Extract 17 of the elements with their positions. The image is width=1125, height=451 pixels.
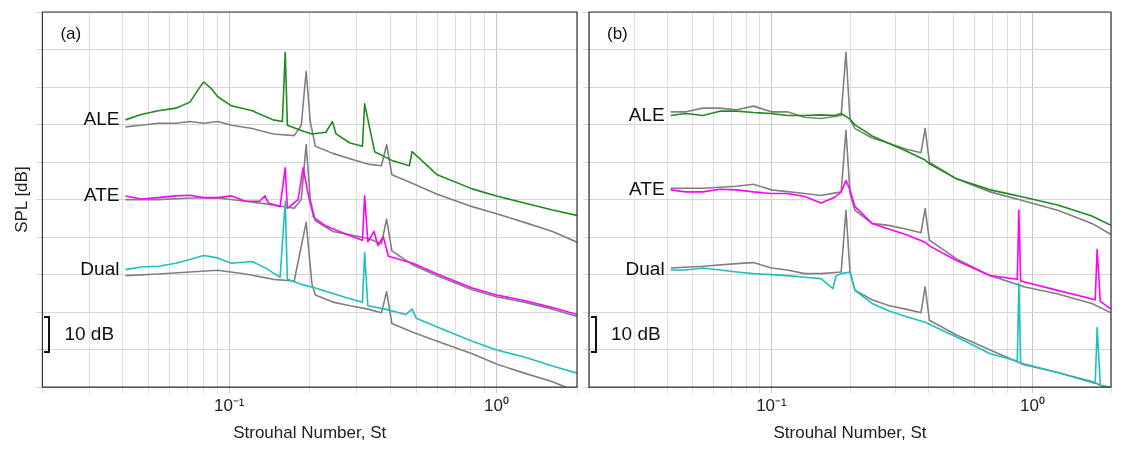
series-label: ALE	[628, 103, 665, 125]
annotation: 10 dB	[611, 322, 661, 344]
x-tick-label: 10⁻¹	[213, 396, 245, 416]
text: (a)	[60, 23, 82, 43]
x-tick-label: 10⁰	[1019, 396, 1045, 416]
x-tick-label: 10⁰	[484, 396, 509, 416]
x-axis-title: Strouhal Number, St	[233, 423, 387, 443]
y-axis-title: SPL [dB]	[11, 166, 31, 233]
x-axis-title: Strouhal Number, St	[773, 423, 927, 443]
text: (b)	[607, 23, 628, 43]
annotation: 10 dB	[64, 322, 115, 344]
x-tick-label: 10⁻¹	[756, 396, 788, 416]
series-label: ATE	[629, 178, 665, 200]
series-label: Dual	[625, 258, 665, 280]
series-label: ATE	[83, 184, 120, 206]
series-label: ALE	[83, 108, 120, 130]
series-label: Dual	[80, 257, 120, 279]
